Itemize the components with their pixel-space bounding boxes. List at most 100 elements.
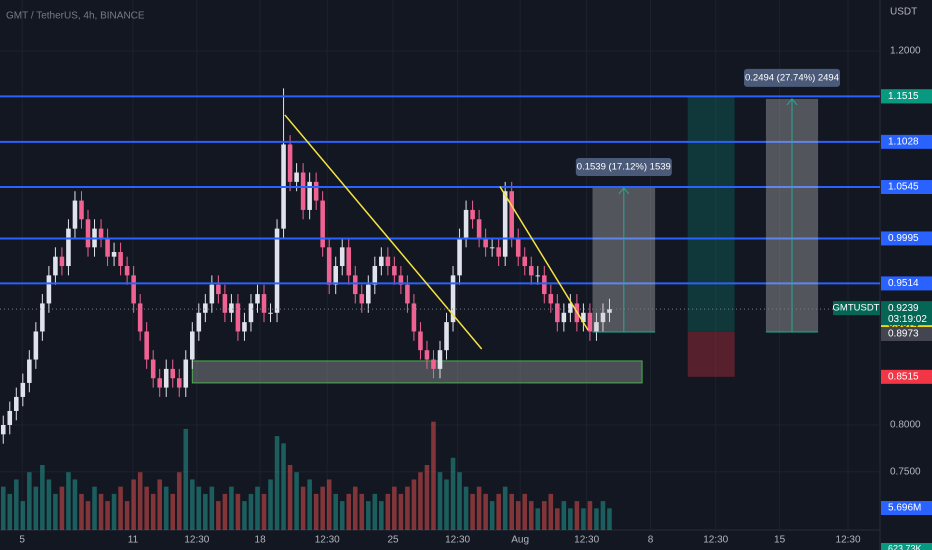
candle-body (320, 200, 325, 248)
candle-body (496, 247, 501, 257)
volume-bar (216, 501, 221, 530)
candle-body (242, 322, 247, 332)
measure-arrowhead (786, 98, 798, 106)
candle-body (20, 382, 26, 397)
volume-bar (496, 493, 501, 530)
volume-bar (418, 472, 423, 530)
candle-body (411, 303, 417, 332)
candle-body (66, 228, 71, 267)
volume-bar (7, 493, 13, 530)
volume-bar (209, 486, 215, 530)
candle-body (105, 237, 110, 257)
volume-bar (287, 465, 293, 530)
volume-bar (14, 479, 19, 530)
candle-body (307, 181, 312, 210)
candle-body (483, 237, 488, 248)
candle-body (379, 256, 384, 267)
candle-body (209, 284, 215, 304)
volume-bar (111, 493, 117, 530)
candle-body (261, 294, 267, 313)
candle-body (444, 322, 449, 351)
volume-bar (535, 508, 541, 530)
volume-bar (307, 479, 312, 530)
x-tick-label: 18 (255, 535, 267, 546)
volume-bar (470, 493, 475, 530)
volume-bar (176, 472, 182, 530)
volume-bar (20, 501, 26, 530)
candle-body (502, 191, 508, 257)
measure-label: 0.2494 (27.74%) 2494 (745, 72, 839, 83)
candle-body (515, 237, 521, 257)
axis-unit: USDT (890, 7, 917, 18)
symbol-label: GMTUSDT (833, 303, 880, 314)
candle-body (53, 256, 58, 276)
volume-bar (124, 501, 130, 530)
candle-body (85, 219, 91, 248)
volume-bar (509, 493, 514, 530)
candle-body (528, 266, 534, 276)
candle-body (203, 303, 208, 313)
candle-body (600, 312, 606, 323)
x-tick-label: 12:30 (184, 535, 209, 546)
candle-body (424, 350, 430, 360)
volume-bar (594, 508, 599, 530)
candle-body (392, 266, 397, 276)
x-tick-label: 12:30 (315, 535, 340, 546)
volume-bar (235, 493, 241, 530)
volume-bar (157, 479, 162, 530)
candle-body (476, 219, 482, 238)
volume-bar (190, 479, 195, 530)
volume-bar (268, 479, 273, 530)
candle-body (607, 309, 612, 313)
volume-bar (607, 508, 612, 530)
candle-body (124, 266, 130, 276)
y-tick-label: 0.7500 (890, 466, 921, 477)
price-badge-label: 1.1515 (888, 91, 919, 102)
candle-body (300, 172, 306, 210)
volume-bar (118, 486, 123, 530)
volume-bar (66, 472, 71, 530)
candle-body (7, 410, 13, 425)
candle-body (46, 275, 52, 304)
volume-bar (431, 421, 436, 530)
volume-bar (85, 501, 91, 530)
volume-bar (437, 472, 443, 530)
candle-body (542, 275, 547, 295)
volume-bar (489, 501, 495, 530)
candle-body (581, 312, 586, 323)
candle-body (118, 252, 123, 267)
candle-body (366, 284, 371, 304)
volume-bar (574, 501, 580, 530)
candle-body (339, 247, 345, 267)
volume-bar (203, 493, 208, 530)
measure-arrowhead (618, 187, 630, 195)
candle-body (111, 252, 117, 257)
candle-body (0, 424, 6, 435)
x-tick-label: 12:30 (445, 535, 470, 546)
x-tick-label: 15 (774, 535, 786, 546)
price-badge (881, 369, 932, 384)
position-loss (687, 331, 735, 377)
level-label: 1.1028 (888, 136, 919, 147)
candle-body (431, 359, 436, 369)
volume-badge (881, 543, 932, 550)
volume-bar (444, 479, 449, 530)
volume-bar (522, 493, 528, 530)
candle-body (405, 284, 410, 304)
volume-bar (27, 472, 32, 530)
volume-bar (352, 486, 358, 530)
candle-body (418, 331, 423, 351)
volume-bar (40, 465, 45, 530)
volume-bar (463, 486, 469, 530)
volume-bar (46, 479, 52, 530)
candle-body (359, 294, 365, 304)
measure-label: 0.1539 (17.12%) 1539 (577, 161, 671, 172)
volume-bar (561, 501, 567, 530)
y-tick-label: 0.8000 (890, 420, 921, 431)
volume-bar (196, 486, 202, 530)
candle-body (190, 331, 195, 360)
price-badge-label: 0.8515 (888, 371, 919, 382)
candle-body (163, 368, 169, 388)
level-label: 1.0545 (888, 182, 919, 193)
volume-bar (379, 501, 384, 530)
